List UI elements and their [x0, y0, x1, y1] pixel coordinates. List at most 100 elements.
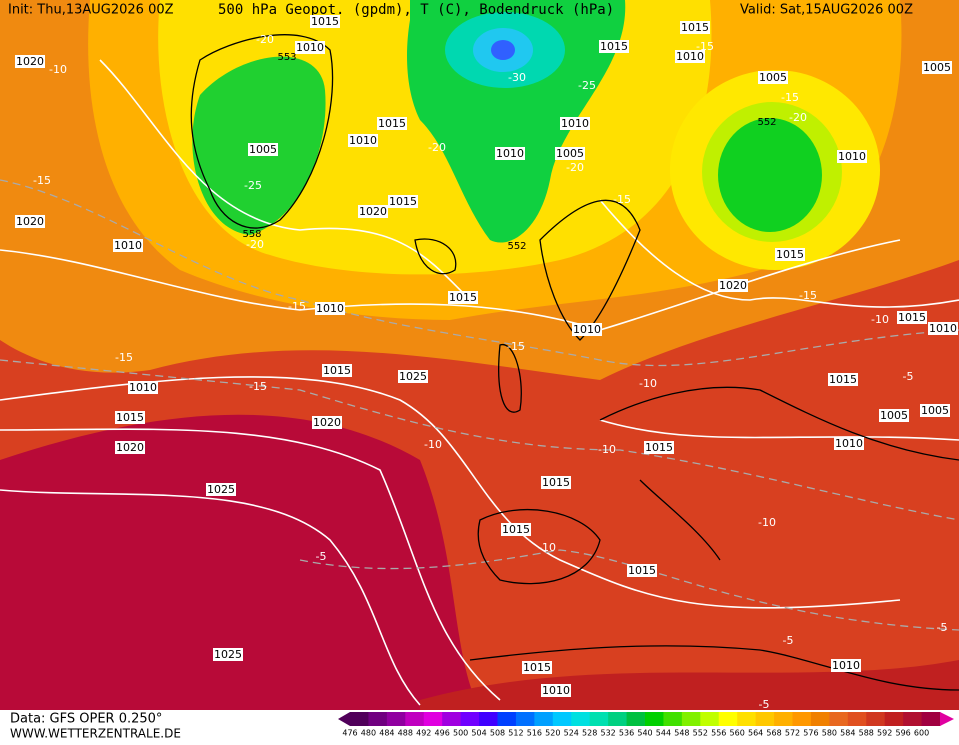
- label-box: [831, 659, 861, 672]
- temperature-label: -10: [598, 443, 616, 456]
- label-box: [15, 215, 45, 228]
- colorbar-segment: [718, 712, 738, 726]
- colorbar-segment: [829, 712, 849, 726]
- colorbar-segment: [737, 712, 757, 726]
- colorbar-tick-label: 556: [711, 729, 726, 738]
- temperature-label: -10: [49, 63, 67, 76]
- valid-time: Valid: Sat,15AUG2026 00Z: [740, 3, 913, 18]
- isobar-label: 1005: [249, 143, 277, 156]
- colorbar-tick-label: 500: [453, 729, 468, 738]
- label-box: [501, 523, 531, 536]
- temperature-label: -20: [256, 33, 274, 46]
- temperature-label: -20: [789, 111, 807, 124]
- colorbar-segment: [442, 712, 462, 726]
- label-box: [897, 311, 927, 324]
- isobar-label: 1010: [496, 147, 524, 160]
- label-box: [560, 117, 590, 130]
- temperature-label: -25: [244, 179, 262, 192]
- colorbar-segment: [847, 712, 867, 726]
- label-box: [128, 381, 158, 394]
- colorbar-tick-label: 548: [674, 729, 689, 738]
- label-box: [113, 239, 143, 252]
- temperature-label: -15: [288, 300, 306, 313]
- label-box: [206, 483, 236, 496]
- label-box: [920, 404, 950, 417]
- isobar-label: 1025: [214, 648, 242, 661]
- colorbar-tick-label: 572: [785, 729, 800, 738]
- colorbar-tick-label: 524: [564, 729, 579, 738]
- colorbar-tick-label: 488: [398, 729, 413, 738]
- colorbar-tick-label: 528: [582, 729, 597, 738]
- colorbar-tick-label: 504: [471, 729, 486, 738]
- isobar-label: 1010: [542, 684, 570, 697]
- colorbar-tick-label: 588: [859, 729, 874, 738]
- geopotential-label: 553: [277, 52, 296, 63]
- isobar-label: 1020: [313, 416, 341, 429]
- map-title: 500 hPa Geopot. (gpdm), T (C), Bodendruc…: [218, 2, 614, 18]
- colorbar-segment: [479, 712, 498, 726]
- colorbar-segment: [386, 712, 406, 726]
- label-box: [922, 61, 952, 74]
- colorbar-segment: [571, 712, 591, 726]
- temperature-label: -10: [424, 438, 442, 451]
- colorbar-tick-label: 480: [361, 729, 376, 738]
- temperature-label: -10: [758, 516, 776, 529]
- isobar-label: 1010: [349, 134, 377, 147]
- colorbar-tick-label: 564: [748, 729, 763, 738]
- colorbar-tick-label: 496: [435, 729, 450, 738]
- isobar-label: 1020: [16, 215, 44, 228]
- temperature-label: -15: [507, 340, 525, 353]
- isobar-label: 1015: [449, 291, 477, 304]
- colorbar-segment: [515, 712, 535, 726]
- colorbar-segment: [810, 712, 830, 726]
- isobar-label: 1005: [556, 147, 584, 160]
- colorbar-segment: [681, 712, 701, 726]
- isobar-label: 1025: [399, 370, 427, 383]
- isobar-label: 1010: [129, 381, 157, 394]
- label-box: [377, 117, 407, 130]
- colorbar-tick-label: 512: [508, 729, 523, 738]
- colorbar-segment: [755, 712, 775, 726]
- isobar-label: 1020: [359, 205, 387, 218]
- label-box: [248, 143, 278, 156]
- isobar-label: 1015: [378, 117, 406, 130]
- isobar-label: 1015: [311, 15, 339, 28]
- isobars: [0, 59, 959, 706]
- temperature-label: -15: [799, 289, 817, 302]
- temperature-label: -5: [759, 698, 770, 711]
- label-box: [15, 55, 45, 68]
- label-box: [358, 205, 388, 218]
- site: WWW.WETTERZENTRALE.DE: [10, 727, 181, 741]
- label-box: [295, 41, 325, 54]
- colorbar-arrow-left: [338, 712, 350, 726]
- isobar-label: 1025: [207, 483, 235, 496]
- temperature-label: -30: [508, 71, 526, 84]
- label-box: [312, 416, 342, 429]
- label-box: [322, 364, 352, 377]
- colorbar-segment: [589, 712, 609, 726]
- isobar-label: 1010: [316, 302, 344, 315]
- isobar-label: 1010: [832, 659, 860, 672]
- temperature-label: -15: [613, 193, 631, 206]
- label-box: [541, 476, 571, 489]
- coastlines: [190, 34, 959, 691]
- colorbar-tick-label: 552: [693, 729, 708, 738]
- label-box: [775, 248, 805, 261]
- isobar-label: 1015: [898, 311, 926, 324]
- label-box: [718, 279, 748, 292]
- colorbar-tick-label: 516: [527, 729, 542, 738]
- colorbar-segment: [405, 712, 425, 726]
- field: [0, 414, 480, 710]
- colorbar-arrow-right: [940, 712, 954, 726]
- colorbar-segment: [497, 712, 517, 726]
- isobar-label: 1010: [296, 41, 324, 54]
- label-box: [828, 373, 858, 386]
- temperature-label: -15: [33, 174, 51, 187]
- colorbar-tick-label: 508: [490, 729, 505, 738]
- temperature-label: -5: [903, 370, 914, 383]
- label-box: [398, 370, 428, 383]
- init-time: Init: Thu,13AUG2026 00Z: [8, 3, 174, 18]
- colorbar-segment: [921, 712, 941, 726]
- colorbar-segment: [884, 712, 904, 726]
- isobar-label: 1015: [502, 523, 530, 536]
